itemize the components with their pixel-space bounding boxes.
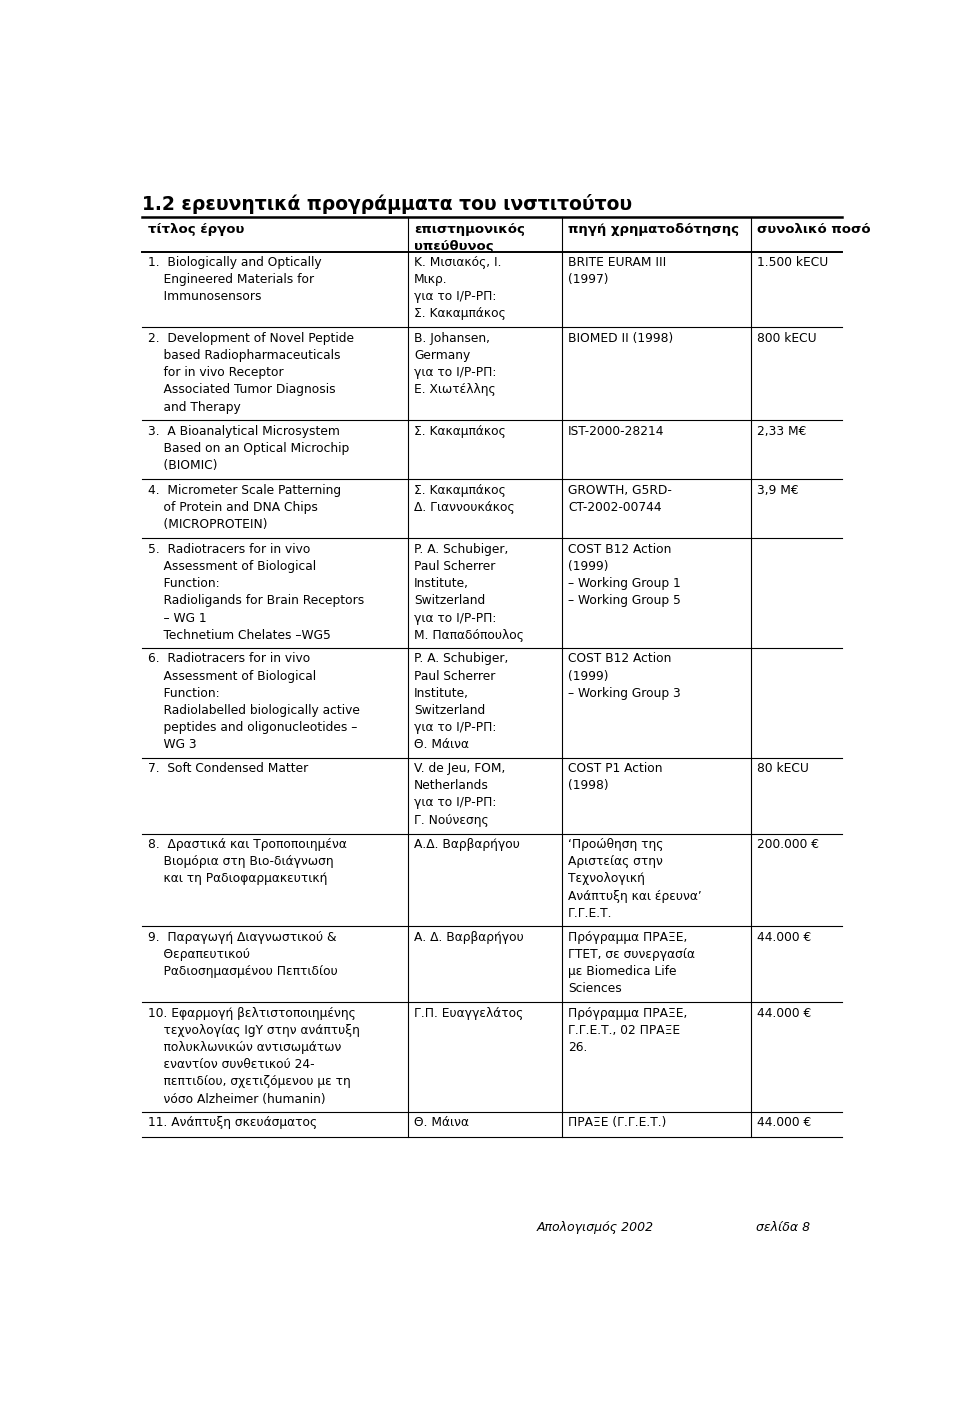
Text: 3,9 M€: 3,9 M€ xyxy=(756,483,799,497)
Text: επιστημονικός
υπεύθυνος: επιστημονικός υπεύθυνος xyxy=(414,223,525,254)
Text: COST B12 Action
(1999)
– Working Group 3: COST B12 Action (1999) – Working Group 3 xyxy=(568,652,681,700)
Text: Πρόγραμμα ΠΡΑΞΕ,
ΓΤΕΤ, σε συνεργασία
με Biomedica Life
Sciences: Πρόγραμμα ΠΡΑΞΕ, ΓΤΕΤ, σε συνεργασία με … xyxy=(568,931,695,995)
Text: πηγή χρηματοδότησης: πηγή χρηματοδότησης xyxy=(568,223,739,237)
Text: Σ. Κακαμπάκος: Σ. Κακαμπάκος xyxy=(414,424,506,438)
Text: Σ. Κακαμπάκος
Δ. Γιαννουκάκος: Σ. Κακαμπάκος Δ. Γιαννουκάκος xyxy=(414,483,515,514)
Text: 200.000 €: 200.000 € xyxy=(756,838,819,851)
Text: B. Johansen,
Germany
για το Ι/Ρ-ΡΠ:
Ε. Χιωτέλλης: B. Johansen, Germany για το Ι/Ρ-ΡΠ: Ε. Χ… xyxy=(414,331,496,396)
Text: ΠΡΑΞΕ (Γ.Γ.Ε.Τ.): ΠΡΑΞΕ (Γ.Γ.Ε.Τ.) xyxy=(568,1116,666,1129)
Text: P. A. Schubiger,
Paul Scherrer
Institute,
Switzerland
για το Ι/Ρ-ΡΠ:
Μ. Παπαδόπο: P. A. Schubiger, Paul Scherrer Institute… xyxy=(414,542,524,643)
Text: Πρόγραμμα ΠΡΑΞΕ,
Γ.Γ.Ε.Τ., 02 ΠΡΑΞΕ
26.: Πρόγραμμα ΠΡΑΞΕ, Γ.Γ.Ε.Τ., 02 ΠΡΑΞΕ 26. xyxy=(568,1006,687,1054)
Text: σελίδα 8: σελίδα 8 xyxy=(756,1222,810,1234)
Text: 3.  A Bioanalytical Microsystem
    Based on an Optical Microchip
    (BIOMIC): 3. A Bioanalytical Microsystem Based on … xyxy=(148,424,349,472)
Text: Α.Δ. Βαρβαρήγου: Α.Δ. Βαρβαρήγου xyxy=(414,838,520,851)
Text: 1.500 kECU: 1.500 kECU xyxy=(756,256,828,269)
Text: 1.  Biologically and Optically
    Engineered Materials for
    Immunosensors: 1. Biologically and Optically Engineered… xyxy=(148,256,322,303)
Text: 5.  Radiotracers for in vivo
    Assessment of Biological
    Function:
    Radi: 5. Radiotracers for in vivo Assessment o… xyxy=(148,542,365,643)
Text: 11. Ανάπτυξη σκευάσματος: 11. Ανάπτυξη σκευάσματος xyxy=(148,1116,318,1129)
Text: Γ.Π. Ευαγγελάτος: Γ.Π. Ευαγγελάτος xyxy=(414,1006,523,1020)
Text: COST B12 Action
(1999)
– Working Group 1
– Working Group 5: COST B12 Action (1999) – Working Group 1… xyxy=(568,542,681,607)
Text: τίτλος έργου: τίτλος έργου xyxy=(148,223,245,237)
Text: 10. Εφαρμογή βελτιστοποιημένης
    τεχνολογίας IgY στην ανάπτυξη
    πολυκλωνικώ: 10. Εφαρμογή βελτιστοποιημένης τεχνολογί… xyxy=(148,1006,360,1106)
Text: IST-2000-28214: IST-2000-28214 xyxy=(568,424,664,438)
Text: 2.  Development of Novel Peptide
    based Radiopharmaceuticals
    for in vivo : 2. Development of Novel Peptide based Ra… xyxy=(148,331,354,414)
Text: 2,33 M€: 2,33 M€ xyxy=(756,424,806,438)
Text: V. de Jeu, FOM,
Netherlands
για το Ι/Ρ-ΡΠ:
Γ. Νούνεσης: V. de Jeu, FOM, Netherlands για το Ι/Ρ-Ρ… xyxy=(414,762,505,827)
Text: Απολογισμός 2002: Απολογισμός 2002 xyxy=(537,1222,654,1234)
Text: 1.2 ερευνητικά προγράμματα του ινστιτούτου: 1.2 ερευνητικά προγράμματα του ινστιτούτ… xyxy=(142,194,633,214)
Text: 80 kECU: 80 kECU xyxy=(756,762,808,775)
Text: 8.  Δραστικά και Τροποποιημένα
    Βιομόρια στη Βιο-διάγνωση
    και τη Ραδιοφαρ: 8. Δραστικά και Τροποποιημένα Βιομόρια σ… xyxy=(148,838,348,885)
Text: 6.  Radiotracers for in vivo
    Assessment of Biological
    Function:
    Radi: 6. Radiotracers for in vivo Assessment o… xyxy=(148,652,360,751)
Text: ‘Προώθηση της
Αριστείας στην
Τεχνολογική
Ανάπτυξη και έρευνα’
Γ.Γ.Ε.Τ.: ‘Προώθηση της Αριστείας στην Τεχνολογική… xyxy=(568,838,702,920)
Text: Θ. Μάινα: Θ. Μάινα xyxy=(414,1116,469,1129)
Text: 7.  Soft Condensed Matter: 7. Soft Condensed Matter xyxy=(148,762,308,775)
Text: BRITE EURAM III
(1997): BRITE EURAM III (1997) xyxy=(568,256,666,286)
Text: 44.000 €: 44.000 € xyxy=(756,1006,811,1020)
Text: 44.000 €: 44.000 € xyxy=(756,931,811,944)
Text: 9.  Παραγωγή Διαγνωστικού &
    Θεραπευτικού
    Ραδιοσημασμένου Πεπτιδίου: 9. Παραγωγή Διαγνωστικού & Θεραπευτικού … xyxy=(148,931,338,978)
Text: Α. Δ. Βαρβαρήγου: Α. Δ. Βαρβαρήγου xyxy=(414,931,524,944)
Text: BIOMED II (1998): BIOMED II (1998) xyxy=(568,331,673,345)
Text: P. A. Schubiger,
Paul Scherrer
Institute,
Switzerland
για το Ι/Ρ-ΡΠ:
Θ. Μάινα: P. A. Schubiger, Paul Scherrer Institute… xyxy=(414,652,509,751)
Text: συνολικό ποσό: συνολικό ποσό xyxy=(756,223,871,237)
Text: 44.000 €: 44.000 € xyxy=(756,1116,811,1129)
Text: COST P1 Action
(1998): COST P1 Action (1998) xyxy=(568,762,662,792)
Text: GROWTH, G5RD-
CT-2002-00744: GROWTH, G5RD- CT-2002-00744 xyxy=(568,483,672,514)
Text: 800 kECU: 800 kECU xyxy=(756,331,816,345)
Text: Κ. Μισιακός, Ι.
Μικρ.
για το Ι/Ρ-ΡΠ:
Σ. Κακαμπάκος: Κ. Μισιακός, Ι. Μικρ. για το Ι/Ρ-ΡΠ: Σ. … xyxy=(414,256,506,320)
Text: 4.  Micrometer Scale Patterning
    of Protein and DNA Chips
    (MICROPROTEIN): 4. Micrometer Scale Patterning of Protei… xyxy=(148,483,342,531)
